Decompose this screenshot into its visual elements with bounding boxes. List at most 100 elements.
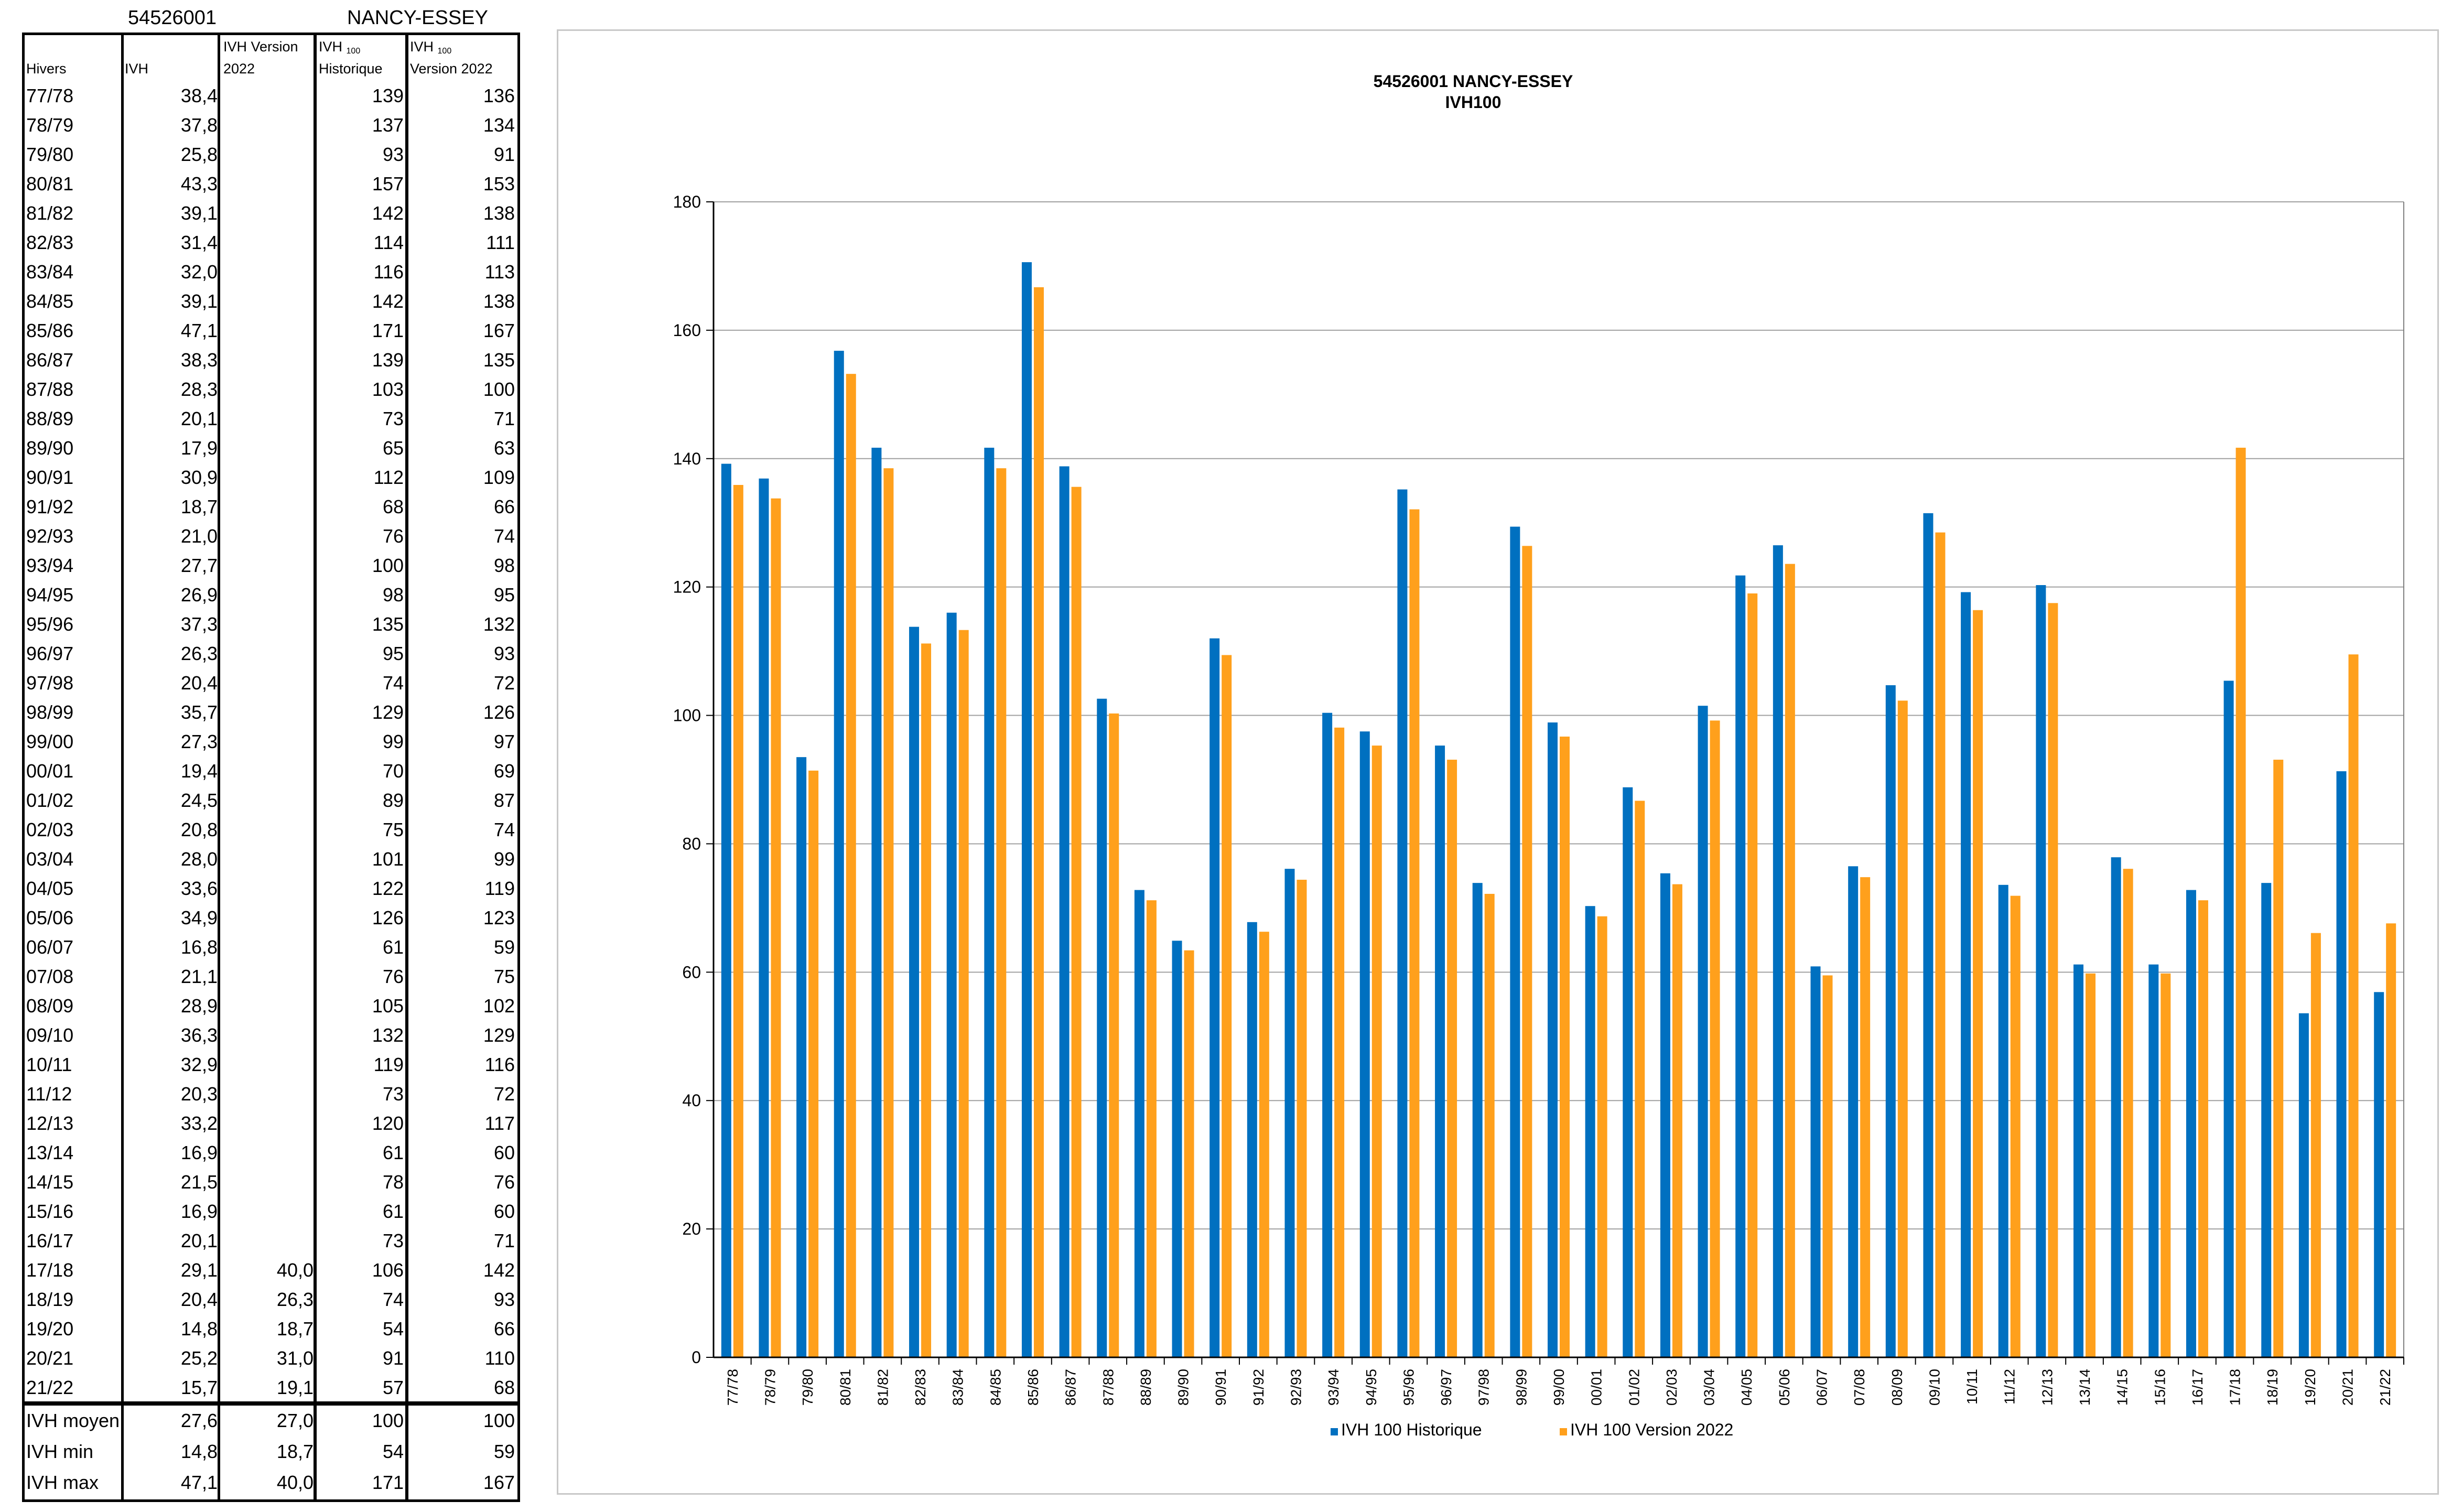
header-ivh: IVH (125, 61, 149, 77)
cell-hiver: 09/10 (26, 1024, 74, 1046)
table-row: 12/13 33,2 120 117 (22, 1109, 520, 1138)
cell-ivh: 14,8 (180, 1318, 218, 1340)
cell-hiver: 92/93 (26, 525, 74, 547)
cell-ivh-version-2022: 19,1 (276, 1377, 314, 1398)
cell-ivh-version-2022: 18,7 (276, 1441, 314, 1462)
table-row: 01/02 24,5 89 87 (22, 786, 520, 815)
x-category-label: 80/81 (837, 1369, 854, 1406)
table-row: 09/10 36,3 132 129 (22, 1021, 520, 1050)
bar-ivh100-historique (2036, 585, 2046, 1357)
bar-ivh100-historique (2223, 681, 2234, 1357)
table-row: 93/94 27,7 100 98 (22, 551, 520, 580)
cell-ivh100-version-2022: 60 (493, 1142, 515, 1163)
cell-hiver: 05/06 (26, 907, 74, 928)
y-tick-label: 140 (673, 449, 701, 468)
bar-ivh100-historique (1810, 966, 1821, 1357)
cell-ivh100-historique: 106 (372, 1259, 404, 1281)
cell-ivh100-historique: 61 (382, 1201, 404, 1222)
y-tick-label: 120 (673, 578, 701, 597)
bar-ivh100-historique (1284, 869, 1295, 1357)
legend-label-version-2022: IVH 100 Version 2022 (1570, 1420, 1733, 1439)
table-row: 16/17 20,1 73 71 (22, 1226, 520, 1256)
cell-hiver: 99/00 (26, 731, 74, 752)
cell-ivh: 38,4 (180, 85, 218, 106)
summary-row: IVH moyen 27,6 27,0 100 100 (22, 1406, 520, 1435)
cell-ivh100-historique: 95 (382, 643, 404, 664)
cell-ivh: 39,1 (180, 202, 218, 224)
cell-hiver: 77/78 (26, 85, 74, 106)
bar-ivh100-historique (1585, 906, 1595, 1357)
cell-ivh100-version-2022: 113 (484, 261, 515, 283)
bar-ivh100-version-2022 (958, 630, 969, 1357)
bar-ivh100-historique (1322, 712, 1333, 1357)
cell-ivh100-version-2022: 95 (493, 584, 515, 606)
cell-ivh100-version-2022: 142 (483, 1259, 515, 1281)
cell-ivh100-version-2022: 117 (484, 1113, 515, 1134)
cell-ivh100-version-2022: 110 (484, 1347, 515, 1369)
cell-ivh: 21,1 (180, 966, 218, 987)
cell-hiver: 97/98 (26, 672, 74, 694)
bar-ivh100-historique (1885, 685, 1896, 1357)
bar-ivh100-version-2022 (1560, 736, 1570, 1357)
table-row: 88/89 20,1 73 71 (22, 404, 520, 434)
bar-ivh100-version-2022 (1222, 655, 1232, 1357)
y-tick-label: 40 (682, 1091, 701, 1110)
table-row: 20/21 25,2 31,0 91 110 (22, 1344, 520, 1373)
cell-ivh: 25,8 (180, 144, 218, 165)
bar-ivh100-version-2022 (1710, 720, 1720, 1357)
cell-ivh: 33,6 (180, 878, 218, 899)
bar-ivh100-version-2022 (1071, 487, 1082, 1357)
bar-ivh100-version-2022 (2048, 603, 2058, 1357)
bar-ivh100-version-2022 (1747, 593, 1758, 1357)
bar-ivh100-historique (871, 447, 882, 1358)
x-category-label: 11/12 (2002, 1369, 2018, 1405)
cell-hiver: 82/83 (26, 232, 74, 253)
cell-ivh100-historique: 139 (372, 349, 404, 371)
legend-swatch-historique (1331, 1428, 1338, 1435)
cell-ivh100-historique: 126 (372, 907, 404, 928)
bar-ivh100-historique (2261, 883, 2272, 1357)
cell-hiver: 83/84 (26, 261, 74, 283)
ivh100-bar-chart: 54526001 NANCY-ESSEY IVH100 0 20 40 60 80 100… (673, 72, 2404, 1439)
bar-ivh100-historique (1548, 722, 1558, 1357)
table-row: 06/07 16,8 61 59 (22, 933, 520, 962)
cell-ivh100-version-2022: 71 (493, 1230, 515, 1251)
x-category-label: 98/99 (1513, 1369, 1529, 1406)
cell-hiver: 00/01 (26, 760, 74, 782)
bar-ivh100-historique (1472, 883, 1483, 1357)
bar-ivh100-historique (1397, 489, 1408, 1358)
cell-ivh100-historique: 101 (372, 848, 404, 870)
cell-ivh100-version-2022: 68 (493, 1377, 515, 1398)
cell-ivh: 20,8 (180, 819, 218, 840)
cell-ivh: 16,8 (180, 936, 218, 958)
x-category-label: 02/03 (1664, 1369, 1680, 1406)
data-table-panel: 54526001 NANCY-ESSEY Hivers IVH IVH Vers… (22, 0, 520, 1502)
bar-ivh100-historique (1961, 592, 1971, 1357)
bar-ivh100-version-2022 (2386, 923, 2396, 1357)
x-category-label: 83/84 (950, 1369, 966, 1406)
bar-ivh100-historique (1773, 545, 1783, 1357)
bar-ivh100-version-2022 (1822, 975, 1833, 1357)
cell-ivh: 38,3 (180, 349, 218, 371)
y-tick-label: 180 (673, 192, 701, 211)
cell-ivh: 17,9 (180, 437, 218, 459)
x-category-label: 97/98 (1476, 1369, 1492, 1406)
table-row: 08/09 28,9 105 102 (22, 991, 520, 1021)
bar-ivh100-version-2022 (1860, 877, 1871, 1357)
bar-ivh100-historique (1359, 731, 1370, 1357)
header-hivers: Hivers (26, 61, 67, 77)
cell-hiver: IVH min (26, 1441, 94, 1462)
table-border-right (517, 33, 520, 1502)
bar-ivh100-version-2022 (1597, 916, 1607, 1357)
table-row: 19/20 14,8 18,7 54 66 (22, 1314, 520, 1344)
cell-ivh100-historique: 103 (372, 379, 404, 400)
header-ivh100-historique-sub: 100 (346, 47, 361, 56)
table-divider-3 (314, 33, 317, 1502)
cell-ivh: 28,0 (180, 848, 218, 870)
cell-ivh: 37,8 (180, 114, 218, 136)
cell-ivh: 20,1 (180, 408, 218, 429)
bar-ivh100-historique (1848, 866, 1859, 1357)
bar-ivh100-historique (2148, 964, 2159, 1357)
bar-ivh100-version-2022 (1935, 532, 1946, 1357)
cell-ivh100-historique: 135 (372, 613, 404, 635)
